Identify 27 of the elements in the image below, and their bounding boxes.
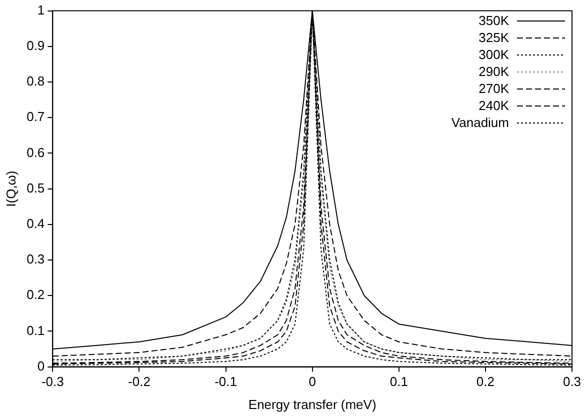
y-tick-label: 0.4 [26, 216, 45, 231]
y-tick-label: 0.8 [26, 74, 45, 89]
x-axis-title: Energy transfer (meV) [248, 396, 376, 412]
legend-label: Vanadium [451, 114, 509, 131]
legend-label: 270K [478, 80, 509, 97]
legend-label: 240K [478, 97, 509, 114]
legend-label: 325K [478, 29, 509, 46]
y-tick-label: 0.6 [26, 144, 45, 160]
x-tick-label: 0.2 [476, 374, 494, 390]
y-tick-label: 0.3 [26, 252, 45, 267]
y-tick-label: 0.9 [26, 38, 45, 53]
legend-label: 350K [478, 12, 509, 29]
y-tick-label: 0.5 [26, 180, 45, 196]
legend-label: 300K [478, 46, 509, 63]
x-tick-label: -0.2 [128, 374, 150, 390]
y-tick-label: 0.7 [26, 109, 45, 124]
x-tick-label: 0.3 [562, 374, 582, 390]
y-tick-label: 0.2 [26, 287, 45, 302]
x-tick-label: 0.1 [390, 374, 408, 390]
y-tick-label: 1 [37, 2, 45, 18]
x-tick-label: 0 [308, 374, 316, 390]
y-axis-title: I(Q,ω) [3, 170, 18, 207]
legend-label: 290K [478, 63, 509, 80]
x-tick-label: -0.3 [41, 374, 64, 390]
x-tick-label: -0.1 [214, 374, 237, 390]
y-tick-label: 0 [37, 358, 45, 374]
y-tick-label: 0.1 [26, 322, 45, 338]
